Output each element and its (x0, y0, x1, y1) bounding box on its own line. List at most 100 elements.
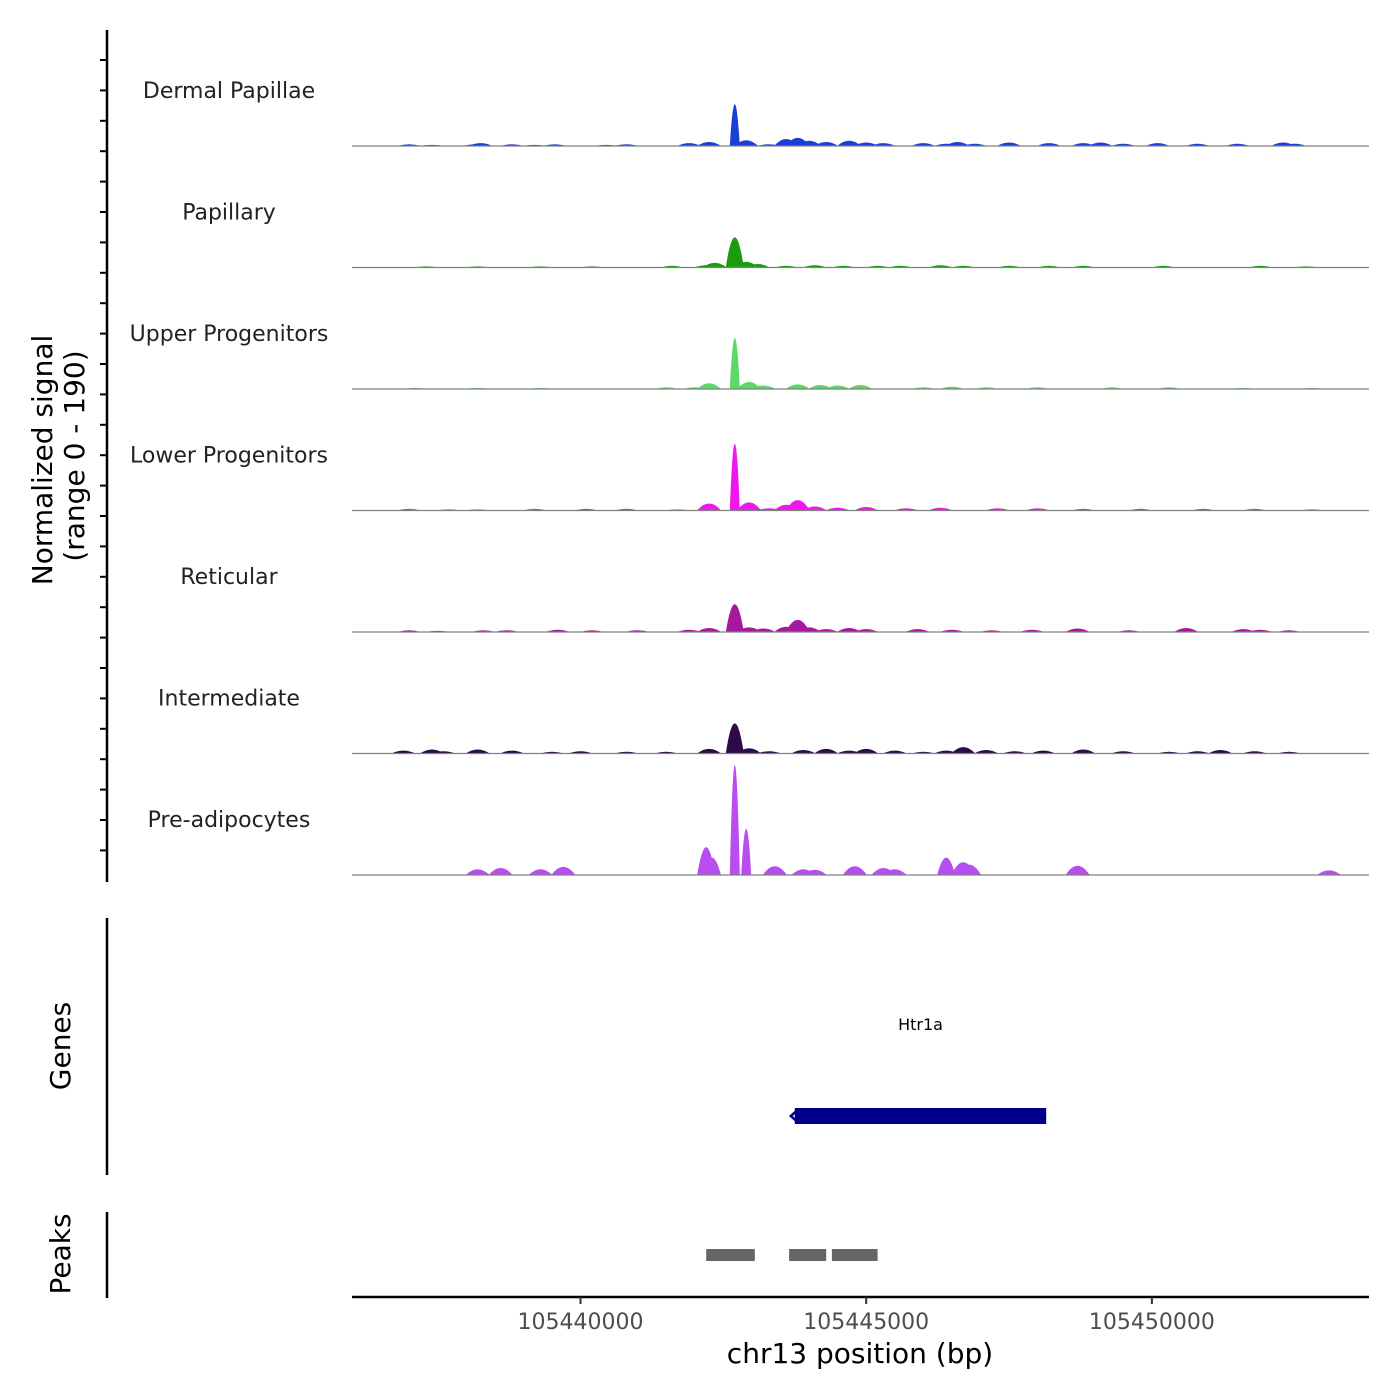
track-reticular: Reticular (180, 565, 1369, 633)
signal-peak (837, 627, 862, 632)
signal-peak (697, 748, 722, 754)
signal-peak (702, 857, 721, 875)
signal-peak (854, 507, 879, 511)
signal-peak (745, 264, 770, 268)
signal-peak (751, 628, 776, 632)
signal-peak (1208, 750, 1233, 754)
track-label: Upper Progenitors (130, 322, 329, 347)
track-label: Dermal Papillae (143, 79, 315, 104)
track-upper-progenitors: Upper Progenitors (130, 322, 1369, 390)
signal-peak (751, 385, 776, 389)
signal-peak (905, 629, 930, 632)
signal-peak (1065, 628, 1090, 632)
peak-region (789, 1249, 827, 1261)
signal-peak (814, 748, 839, 754)
signal-peak (825, 385, 850, 389)
signal-peak (814, 141, 839, 146)
signal-peak (1065, 865, 1090, 875)
signal-peak (951, 747, 976, 754)
signal-peak (465, 749, 490, 754)
signal-peak (488, 868, 513, 875)
signal-peak (837, 140, 862, 146)
peak-track (706, 1249, 878, 1261)
signal-peak (391, 750, 416, 754)
signal-peak (802, 869, 827, 875)
signal-peak (785, 500, 810, 511)
track-intermediate: Intermediate (158, 687, 1369, 755)
track-label: Intermediate (158, 687, 300, 712)
track-label: Papillary (182, 201, 276, 226)
signal-peak (854, 142, 879, 146)
track-label: Reticular (180, 565, 278, 590)
signal-peak (528, 869, 553, 875)
track-label: Lower Progenitors (130, 444, 328, 469)
signal-peak (500, 750, 524, 754)
signal-peak (1088, 142, 1113, 146)
signal-peak (697, 141, 722, 146)
signal-peak (697, 627, 722, 632)
x-tick-label: 105450000 (1089, 1310, 1215, 1335)
signal-peak (734, 140, 759, 146)
signal-peak (837, 750, 862, 754)
signal-peak (928, 507, 953, 511)
peak-region (706, 1249, 755, 1261)
signal-axis-title: Normalized signal (26, 335, 59, 586)
signal-peak (725, 237, 744, 268)
signal-peak (1071, 749, 1096, 754)
track-dermal-papillae: Dermal Papillae (143, 79, 1369, 147)
signal-peak (974, 750, 999, 754)
signal-peak (677, 143, 702, 146)
track-label: Pre-adipocytes (148, 808, 311, 833)
gene-track: Htr1a (788, 1015, 1047, 1124)
signal-peak (937, 857, 956, 875)
signal-peak (697, 383, 722, 389)
signal-peak (1145, 143, 1170, 146)
signal-peak (737, 748, 762, 754)
x-axis-ticks: 105440000 105445000 105450000 (518, 1297, 1215, 1335)
signal-peak (465, 869, 490, 875)
signal-peak (1037, 143, 1061, 146)
signal-peak (468, 143, 493, 146)
gene-label: Htr1a (898, 1015, 943, 1034)
signal-peak (957, 864, 982, 875)
signal-peak (737, 502, 762, 511)
genes-axis-title: Genes (44, 1002, 77, 1090)
track-lower-progenitors: Lower Progenitors (130, 443, 1369, 512)
signal-peak (725, 604, 744, 632)
signal-peak (825, 507, 850, 511)
signal-peak (911, 143, 936, 146)
signal-peak (1174, 627, 1199, 632)
signal-peak (1071, 143, 1096, 146)
signal-peak (854, 629, 879, 632)
signal-peak (808, 384, 833, 389)
signal-peak (1031, 750, 1056, 754)
signal-peak (697, 503, 722, 511)
signal-peak (848, 384, 873, 389)
peak-region (831, 1249, 878, 1261)
signal-peak (551, 866, 576, 875)
x-tick-label: 105445000 (803, 1310, 929, 1335)
signal-peak (945, 141, 970, 146)
signal-axis-range: (range 0 - 190) (58, 350, 91, 561)
signal-peak (797, 627, 822, 632)
signal-peak (725, 723, 744, 754)
track-pre-adipocytes: Pre-adipocytes (148, 765, 1369, 876)
signal-peak (814, 629, 839, 632)
signal-peak (729, 443, 740, 511)
gene-strand-arrow (788, 1108, 800, 1124)
signal-peak (997, 142, 1022, 146)
signal-peak (882, 750, 907, 754)
signal-peak (741, 828, 752, 875)
signal-peak (797, 140, 822, 146)
signal-peak (791, 750, 816, 754)
peaks-axis-title: Peaks (44, 1213, 77, 1294)
signal-peak (1231, 629, 1256, 632)
signal-peak (729, 765, 740, 875)
x-axis-title: chr13 position (bp) (727, 1337, 993, 1370)
track-papillary: Papillary (182, 201, 1369, 269)
coverage-tracks: Dermal Papillae Papillary Upper Progenitor… (130, 79, 1369, 876)
signal-peak (729, 338, 740, 389)
gene-body (794, 1108, 1047, 1124)
signal-peak (762, 866, 787, 875)
